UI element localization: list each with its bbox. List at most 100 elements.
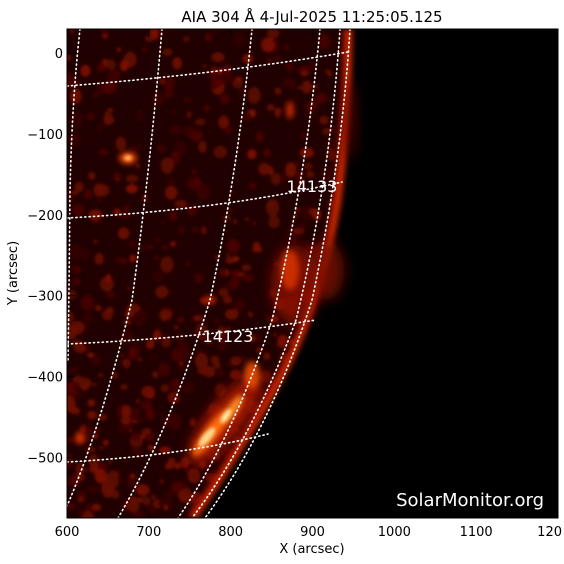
chromosphere-patch [285, 48, 292, 52]
chromosphere-patch [102, 439, 109, 446]
chromosphere-patch [92, 353, 101, 365]
chromosphere-patch [189, 418, 197, 427]
chromosphere-patch [76, 280, 83, 285]
chromosphere-patch [315, 92, 328, 104]
chromosphere-patch [270, 172, 281, 186]
chromosphere-patch [191, 492, 202, 502]
chromosphere-patch [272, 332, 278, 337]
chromosphere-patch [129, 144, 142, 153]
chromosphere-patch [145, 408, 156, 421]
chromosphere-patch [318, 33, 331, 49]
chromosphere-patch [282, 77, 296, 89]
chromosphere-patch [226, 326, 231, 332]
chromosphere-patch [293, 227, 305, 235]
chromosphere-patch [180, 456, 190, 469]
chromosphere-patch [79, 424, 87, 433]
chromosphere-patch [87, 399, 96, 407]
chromosphere-patch [67, 130, 81, 147]
chromosphere-patch [69, 111, 83, 129]
chromosphere-patch [174, 324, 179, 330]
chromosphere-patch [233, 219, 238, 225]
chromosphere-patch [135, 163, 141, 170]
chromosphere-patch [300, 131, 307, 141]
chromosphere-patch [303, 162, 313, 170]
chromosphere-patch [146, 338, 155, 349]
chromosphere-patch [319, 115, 329, 125]
chromosphere-patch [217, 334, 227, 342]
chromosphere-patch [137, 109, 142, 115]
chromosphere-patch [151, 91, 165, 107]
longitude-line [191, 29, 341, 518]
chromosphere-patch [71, 190, 80, 196]
chromosphere-patch [218, 287, 229, 297]
chromosphere-patch [119, 329, 134, 346]
chromosphere-patch [250, 92, 256, 100]
chromosphere-patch [238, 88, 245, 95]
chromosphere-patch [294, 97, 300, 101]
chromosphere-patch [256, 335, 262, 342]
x-tick-label: 600 [55, 525, 80, 540]
chromosphere-patch [70, 320, 85, 335]
chromosphere-patch [142, 496, 151, 506]
chromosphere-patch [71, 389, 77, 396]
chromosphere-patch [182, 125, 196, 137]
chromosphere-patch [258, 162, 271, 175]
chromosphere-patch [67, 321, 75, 332]
chromosphere-patch [123, 204, 131, 211]
chromosphere-patch [183, 97, 192, 103]
chromosphere-patch [267, 29, 280, 39]
chromosphere-patch [68, 368, 74, 375]
chromosphere-patch [67, 54, 71, 61]
chromosphere-patch [69, 88, 82, 104]
chromosphere-patch [218, 268, 226, 277]
chromosphere-patch [107, 460, 113, 464]
chromosphere-patch [183, 36, 190, 43]
chromosphere-patch [198, 140, 208, 154]
chromosphere-patch [255, 346, 263, 354]
chromosphere-patch [92, 382, 98, 387]
plot-area: 14133 14123 SolarMonitor.org [67, 29, 558, 518]
chromosphere-patch [228, 206, 234, 213]
chromosphere-patch [232, 31, 246, 48]
chromosphere-patch [232, 255, 240, 262]
chromosphere-patch [126, 286, 131, 291]
chromosphere-patch [175, 334, 185, 341]
chromosphere-patch [211, 66, 217, 72]
chromosphere-patch [160, 219, 166, 225]
chromosphere-patch [115, 136, 127, 151]
active-region-label: 14123 [203, 327, 254, 346]
chromosphere-patch [67, 72, 74, 89]
chromosphere-patch [226, 238, 241, 254]
chromosphere-patch [161, 416, 172, 427]
chromosphere-patch [177, 317, 185, 323]
chromosphere-patch [130, 473, 136, 479]
chromosphere-patch [159, 494, 173, 511]
chromosphere-patch [88, 171, 96, 181]
chromosphere-patch [276, 249, 281, 254]
chromosphere-patch [83, 312, 95, 323]
chromosphere-patch [191, 227, 198, 234]
chromosphere-patch [186, 176, 199, 191]
chromosphere-patch [299, 147, 314, 158]
chromosphere-patch [170, 378, 182, 392]
chromosphere-patch [213, 145, 228, 159]
chromosphere-patch [166, 177, 175, 186]
y-tick-label: −500 [27, 451, 63, 466]
chromosphere-patch [274, 87, 282, 95]
chromosphere-patch [121, 499, 136, 512]
chromosphere-patch [230, 356, 242, 366]
chromosphere-patch [205, 339, 213, 345]
chromosphere-patch [274, 56, 281, 62]
chromosphere-patch [80, 64, 91, 77]
chromosphere-patch [185, 260, 191, 267]
chromosphere-patch [248, 182, 257, 190]
chromosphere-patch [107, 59, 116, 71]
chromosphere-patch [225, 253, 232, 257]
chromosphere-patch [141, 385, 156, 398]
chromosphere-patch [98, 446, 104, 450]
chromosphere-patch [83, 189, 92, 200]
chromosphere-patch [160, 384, 170, 393]
chromosphere-patch [242, 53, 254, 64]
chromosphere-patch [176, 342, 190, 355]
chromosphere-patch [79, 247, 91, 261]
